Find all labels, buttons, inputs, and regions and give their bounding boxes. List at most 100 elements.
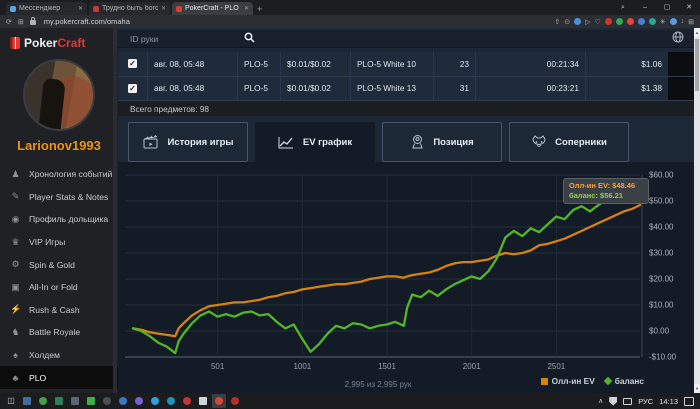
staker-profile-icon: ◉ <box>11 213 20 224</box>
tab-close-icon[interactable]: ✕ <box>160 6 166 12</box>
tab-position[interactable]: Позиция <box>382 122 502 162</box>
minimize-button[interactable]: – <box>643 4 647 11</box>
sidebar-item-0[interactable]: ♟ Хронология событий <box>0 163 118 186</box>
scrollbar-thumb[interactable] <box>695 39 699 91</box>
extensions-icon[interactable]: ⊞ <box>17 18 24 26</box>
task-view-icon-glyph: ◫ <box>7 396 15 405</box>
green-app-icon[interactable] <box>36 394 50 408</box>
tab-label: Позиция <box>433 136 474 148</box>
capture-app-icon[interactable] <box>84 394 98 408</box>
page-scrollbar[interactable]: ▲ ▼ <box>694 28 700 393</box>
cell-table-name: PLO-5 White 10 <box>351 52 434 76</box>
row-checkbox[interactable]: ✓ <box>128 83 137 93</box>
search-input[interactable]: ID руки <box>130 33 159 44</box>
chart-app-icon[interactable] <box>68 394 82 408</box>
play-ext-icon[interactable]: ▷ <box>585 18 591 26</box>
ev-chart[interactable]: $60.00 $50.00 $40.00 $30.00 $20.00 $10.00 $0.0… <box>118 162 694 393</box>
profile-avatar-icon[interactable] <box>669 18 677 25</box>
window-app-icon[interactable] <box>196 394 210 408</box>
share-icon[interactable]: ⇧ <box>554 18 561 26</box>
capture-app-icon-shape <box>87 397 95 405</box>
sidebar-item-3[interactable]: ♛ VIP Игры <box>0 231 118 254</box>
rush-cash-icon: ⚡ <box>10 304 22 315</box>
plo-icon: ♣ <box>12 372 19 383</box>
download-icon[interactable]: ↓ <box>680 18 685 25</box>
browser-tab-1[interactable]: Трудно быть богом,но я с✕ <box>89 2 170 15</box>
green-ext-icon[interactable] <box>615 18 623 25</box>
notes-icon: ✎ <box>11 191 20 202</box>
tab-opponents[interactable]: Соперники <box>509 122 629 162</box>
settings-app-icon[interactable] <box>100 394 114 408</box>
antivirus-tray-icon[interactable] <box>609 396 618 406</box>
teal-ext-icon[interactable] <box>648 18 656 25</box>
browser-tab-0[interactable]: Мессенджер ✕ <box>6 2 87 15</box>
browser-tab-2[interactable]: PokerCraft - PLO ✕ <box>172 2 253 15</box>
display-tray-icon[interactable] <box>623 397 633 405</box>
scroll-down-icon[interactable]: ▼ <box>694 384 700 393</box>
globe-ext-icon[interactable]: ✳ <box>659 18 666 26</box>
table-row-1[interactable]: ✓ авг. 08, 05:48 PLO-5 $0.01/$0.02 PLO-5 Whi… <box>118 76 694 101</box>
pokercraft-logo[interactable]: PokerCraft <box>10 34 85 52</box>
avg-ext-icon[interactable] <box>626 18 634 25</box>
browser-app-icon[interactable] <box>164 394 178 408</box>
cell-amount: $1.38 <box>641 83 662 94</box>
photos-app-icon-shape <box>55 397 63 405</box>
blue-ext-icon[interactable] <box>574 18 582 25</box>
table-row-0[interactable]: ✓ авг. 08, 05:48 PLO-5 $0.01/$0.02 PLO-5 Whi… <box>118 52 694 77</box>
tray-expand-icon[interactable]: ∧ <box>598 398 604 405</box>
sidebar-item-4[interactable]: ⚙ Spin & Gold <box>0 253 118 276</box>
tab-close-icon[interactable]: ✕ <box>243 6 249 12</box>
toolbar-extension-icons: ⇧ ⊙ ▷ ♡ ✳ ↓ ⊞ <box>554 18 694 26</box>
sidebar-item-8[interactable]: ♠ Холдем <box>0 344 118 367</box>
sidebar-scrollbar[interactable] <box>113 28 117 393</box>
tab-search-icon[interactable]: ⌕ <box>621 4 625 11</box>
avatar[interactable] <box>23 59 95 131</box>
globe-icon[interactable] <box>672 30 684 48</box>
clock[interactable]: 14:13 <box>659 396 678 406</box>
sidebar-item-label: VIP Игры <box>29 237 66 248</box>
language-indicator[interactable]: РУС <box>638 396 654 406</box>
sidebar-item-7[interactable]: ♞ Battle Royale <box>0 321 118 344</box>
red-app-icon-shape <box>183 397 191 405</box>
purple-app-icon[interactable] <box>132 394 146 408</box>
table-scroll-gutter[interactable] <box>668 52 694 76</box>
sidebar-item-label: Player Stats & Notes <box>29 191 109 202</box>
display-app-icon[interactable] <box>20 394 34 408</box>
ggpoker-app-icon-shape <box>215 397 223 405</box>
sidebar-item-label: PLO <box>29 372 47 383</box>
red-ext-icon[interactable] <box>604 18 612 25</box>
sidebar-item-9[interactable]: ♣ PLO <box>0 366 118 389</box>
heart-ext-icon[interactable]: ♡ <box>594 18 601 26</box>
skype-app-icon[interactable] <box>148 394 162 408</box>
notification-center-icon[interactable] <box>684 396 694 406</box>
new-tab-button[interactable]: + <box>257 4 263 14</box>
task-view-icon[interactable]: ◫ <box>4 394 18 408</box>
photos-app-icon[interactable] <box>52 394 66 408</box>
ggpoker-app-icon[interactable] <box>212 394 226 408</box>
scroll-up-icon[interactable]: ▲ <box>694 28 700 37</box>
search-icon[interactable] <box>244 30 255 48</box>
reddot-app-icon[interactable] <box>228 394 242 408</box>
sidebar-item-label: Профиль дольщика <box>29 214 109 225</box>
sidebar-item-6[interactable]: ⚡ Rush & Cash <box>0 299 118 322</box>
sidebar-item-5[interactable]: ▣ All-In or Fold <box>0 276 118 299</box>
tab-ev-graph[interactable]: EV график <box>255 122 375 162</box>
vip-games-icon: ♛ <box>11 236 20 247</box>
url-bar[interactable]: my.pokercraft.com/omaha <box>43 17 130 26</box>
blue-app-icon[interactable] <box>116 394 130 408</box>
red-app-icon[interactable] <box>180 394 194 408</box>
cart-ext-icon[interactable] <box>637 18 645 25</box>
table-scroll-gutter[interactable] <box>668 76 694 100</box>
tab-history[interactable]: История игры <box>128 122 248 162</box>
legend-item-balance: баланс <box>603 376 644 386</box>
close-button[interactable]: ✕ <box>686 4 692 11</box>
y-axis-label: $60.00 <box>649 171 674 180</box>
row-checkbox[interactable]: ✓ <box>128 59 137 69</box>
sidebar-item-1[interactable]: ✎ Player Stats & Notes <box>0 186 118 209</box>
maximize-button[interactable]: ▢ <box>663 4 671 11</box>
menu-icon[interactable]: ⊞ <box>688 18 694 26</box>
sidebar-item-2[interactable]: ◉ Профиль дольщика <box>0 208 118 231</box>
camera-icon[interactable]: ⊙ <box>564 18 571 26</box>
tab-close-icon[interactable]: ✕ <box>77 6 83 12</box>
reload-icon[interactable]: ⟳ <box>6 18 12 26</box>
